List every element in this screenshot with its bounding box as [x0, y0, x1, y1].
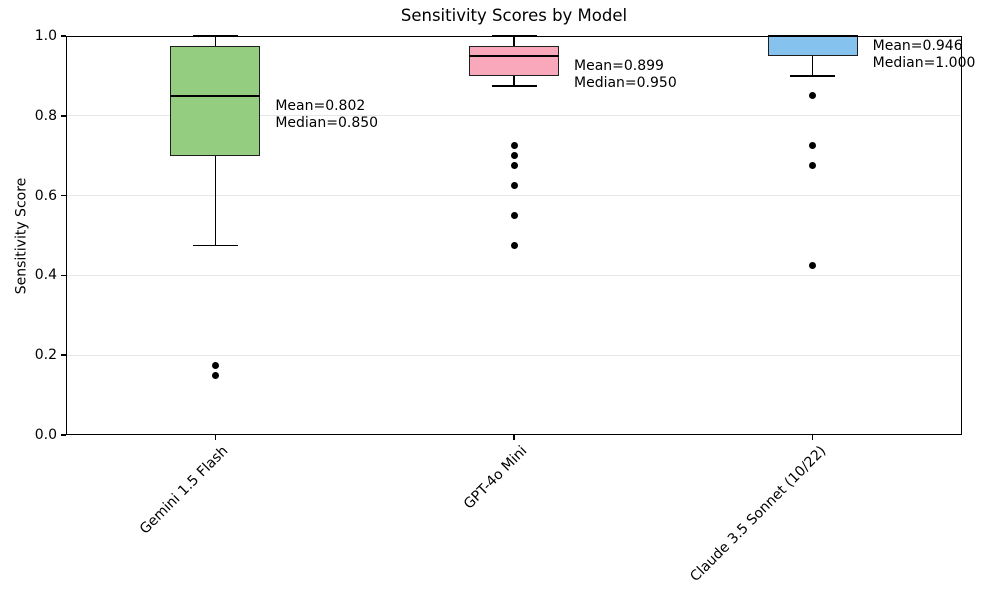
whisker-cap-upper — [491, 35, 537, 37]
y-tick-mark — [61, 194, 66, 197]
whisker-cap-lower — [491, 85, 537, 87]
y-tick-mark — [61, 274, 66, 277]
x-tick-label: Claude 3.5 Sonnet (10/22) — [686, 443, 829, 585]
annotation-line: Median=0.950 — [574, 74, 677, 91]
box-annotation: Mean=0.802 Median=0.850 — [275, 98, 378, 132]
whisker-lower — [811, 55, 814, 76]
y-axis-label: Sensitivity Score — [13, 177, 30, 295]
y-tick-label: 0.0 — [34, 427, 57, 443]
y-tick-label: 0.2 — [34, 347, 57, 364]
annotation-line: Median=0.850 — [275, 114, 379, 131]
gridline — [66, 115, 962, 117]
outlier-dot — [211, 361, 219, 369]
outlier-dot — [510, 212, 518, 220]
outlier-dot — [809, 142, 817, 150]
outlier-dot — [510, 241, 518, 249]
outlier-dot — [510, 142, 518, 150]
box-iqr — [170, 45, 261, 156]
box-iqr — [469, 45, 559, 76]
y-tick-label: 0.8 — [34, 107, 57, 124]
y-tick-label: 0.4 — [34, 267, 57, 284]
x-tick-label: Gemini 1.5 Flash — [137, 443, 232, 538]
y-tick-mark — [61, 434, 66, 436]
gridline — [66, 195, 962, 197]
whisker-upper — [513, 36, 515, 46]
box-annotation: Mean=0.946 Median=1.000 — [873, 38, 976, 72]
box-annotation: Mean=0.899 Median=0.950 — [574, 58, 677, 92]
x-tick-mark — [214, 435, 217, 440]
x-tick-label: GPT-4o Mini — [460, 443, 531, 513]
whisker-upper — [214, 36, 217, 46]
whisker-cap-lower — [192, 244, 238, 247]
median-line — [170, 94, 261, 97]
chart-title: Sensitivity Scores by Model — [400, 6, 628, 25]
outlier-dot — [809, 261, 817, 269]
outlier-dot — [211, 371, 219, 379]
y-tick-label: 0.6 — [34, 187, 57, 204]
outlier-dot — [809, 92, 817, 100]
x-tick-mark — [811, 435, 814, 440]
annotation-line: Median=1.000 — [872, 55, 976, 71]
gridline — [66, 354, 962, 356]
annotation-line: Mean=0.802 — [275, 97, 366, 114]
whisker-lower — [214, 155, 217, 246]
whisker-cap-lower — [790, 75, 836, 77]
outlier-dot — [510, 162, 518, 170]
whisker-lower — [513, 75, 515, 86]
y-tick-mark — [61, 115, 66, 117]
outlier-dot — [510, 152, 518, 160]
y-tick-label: 1.0 — [34, 28, 57, 44]
y-tick-mark — [61, 35, 66, 37]
annotation-line: Mean=0.899 — [574, 57, 664, 74]
outlier-dot — [809, 162, 817, 170]
outlier-dot — [510, 182, 518, 190]
x-tick-mark — [513, 435, 515, 440]
gridline — [66, 274, 962, 276]
annotation-line: Mean=0.946 — [872, 38, 963, 54]
median-line — [767, 35, 858, 37]
median-line — [469, 54, 559, 57]
box-iqr — [767, 36, 858, 56]
whisker-cap-upper — [192, 35, 238, 37]
y-tick-mark — [61, 354, 66, 356]
